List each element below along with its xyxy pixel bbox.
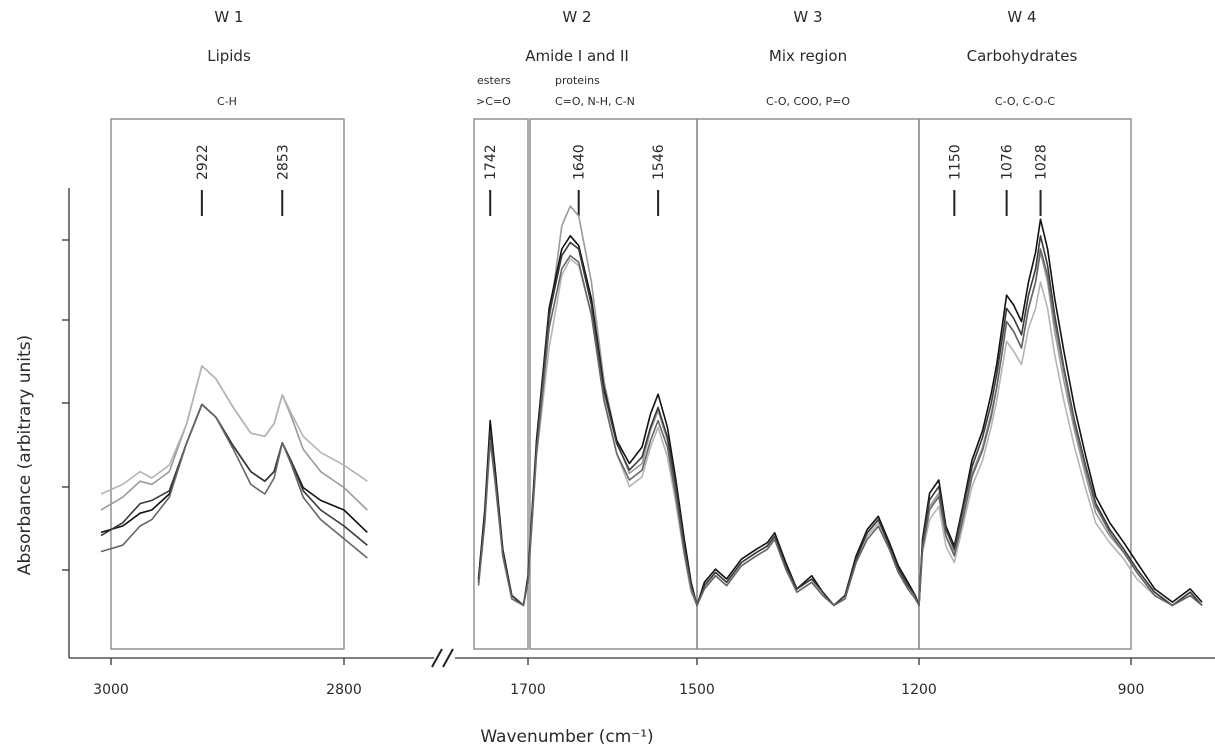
series-line-fingerprint <box>477 235 1203 607</box>
series-line-lipid <box>100 403 368 534</box>
series-line-lipid <box>100 365 368 495</box>
peak-label: 1076 <box>1000 144 1016 180</box>
x-tick-label: 2800 <box>326 682 362 698</box>
region-name-label: Mix region <box>769 47 847 65</box>
region-name-label: Amide I and II <box>525 47 629 65</box>
peak-label: 2922 <box>195 144 211 180</box>
region-sub-label: esters <box>477 74 511 87</box>
region-box <box>473 118 529 650</box>
region-sub-label: proteins <box>555 74 600 87</box>
x-tick-label: 1700 <box>510 682 546 698</box>
region-name-label: Carbohydrates <box>967 47 1078 65</box>
region-boxes <box>110 118 1132 650</box>
region-id-label: W 3 <box>793 8 822 26</box>
region-bonds-label: C-O, COO, P=O <box>766 95 850 108</box>
region-bonds-label: >C=O <box>476 95 511 108</box>
region-name-label: Lipids <box>207 47 251 65</box>
series-line-fingerprint <box>477 258 1203 607</box>
region-labels: W 1 Lipids C-H esters >C=O W 2 Amide I and II p… <box>207 8 1077 108</box>
region-id-label: W 1 <box>214 8 243 26</box>
peak-label: 1150 <box>947 144 963 180</box>
series-line-lipid <box>100 403 368 546</box>
region-bonds-label: C-H <box>217 95 237 108</box>
series-line-fingerprint <box>477 218 1203 607</box>
series-line-fingerprint <box>477 248 1203 607</box>
peak-label: 1742 <box>483 144 499 180</box>
series-line-lipid <box>100 365 368 511</box>
peak-label: 1028 <box>1034 144 1050 180</box>
x-tick-label: 1200 <box>901 682 937 698</box>
x-tick-label: 3000 <box>93 682 129 698</box>
region-box <box>110 118 345 650</box>
spectra-series <box>100 205 1203 607</box>
region-box <box>696 118 920 650</box>
region-bonds-label: C-O, C-O-C <box>995 95 1055 108</box>
region-bonds-label: C=O, N-H, C-N <box>555 95 635 108</box>
axes: 3000 2800 1700 1500 1200 900 <box>62 188 1215 698</box>
peak-label: 2853 <box>275 144 291 180</box>
axis-break-mark <box>431 648 443 668</box>
x-axis-label: Wavenumber (cm⁻¹) <box>480 727 653 747</box>
x-tick-label: 1500 <box>679 682 715 698</box>
region-id-label: W 2 <box>562 8 591 26</box>
region-box <box>529 118 698 650</box>
y-axis-label: Absorbance (arbitrary units) <box>15 335 35 575</box>
series-line-fingerprint <box>477 205 1203 607</box>
peak-label: 1640 <box>572 144 588 180</box>
region-box <box>918 118 1132 650</box>
region-id-label: W 4 <box>1007 8 1036 26</box>
peak-label: 1546 <box>651 144 667 180</box>
peak-markers: 2922 2853 1742 1640 1546 1150 1076 1028 <box>195 144 1050 216</box>
series-line-lipid <box>100 403 368 559</box>
x-tick-label: 900 <box>1118 682 1145 698</box>
axis-break-mark <box>442 648 454 668</box>
